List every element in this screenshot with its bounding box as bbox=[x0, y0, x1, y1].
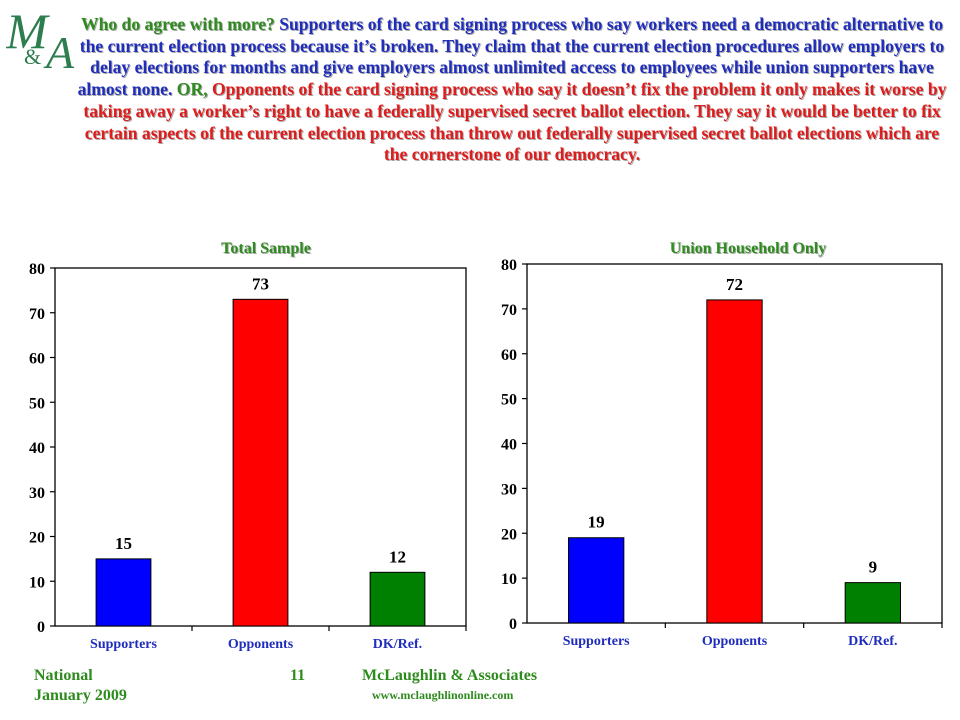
footer-company: McLaughlin & Associates bbox=[362, 667, 538, 684]
y-tick-label: 50 bbox=[501, 392, 517, 409]
y-tick-label: 40 bbox=[501, 437, 517, 454]
question-intro: Who do agree with more? bbox=[80, 14, 280, 34]
logo: M A & bbox=[5, 2, 86, 78]
data-label: 73 bbox=[252, 274, 269, 293]
survey-question: Who do agree with more? Supporters of th… bbox=[74, 14, 950, 166]
y-tick-label: 60 bbox=[501, 347, 517, 364]
footer-scope: National January 2009 bbox=[34, 666, 127, 706]
y-tick-label: 20 bbox=[29, 530, 45, 547]
chart-total-sample: 0 10 20 30 40 50 60 70 80 15 Supporters 73 Opponents… bbox=[29, 261, 467, 652]
y-tick-label: 60 bbox=[29, 351, 45, 368]
data-label: 15 bbox=[115, 534, 132, 553]
bar-supporters bbox=[568, 537, 625, 624]
question-option-opponents: Opponents of the card signing process wh… bbox=[83, 79, 947, 165]
svg-text:&: & bbox=[24, 44, 41, 69]
y-tick-label: 40 bbox=[29, 440, 45, 457]
y-tick-label: 30 bbox=[501, 481, 517, 498]
y-tick-label: 50 bbox=[29, 395, 45, 412]
x-tick-label: Opponents bbox=[702, 634, 768, 649]
chart-title-total-sample: Total Sample bbox=[221, 240, 311, 257]
y-tick-label: 30 bbox=[29, 485, 45, 502]
chart-union-household: 0 10 20 30 40 50 60 70 80 19 Supporters 72 Opponents… bbox=[501, 257, 943, 649]
data-label: 72 bbox=[726, 275, 743, 294]
bar-dk-ref- bbox=[369, 571, 426, 627]
y-tick-label: 70 bbox=[501, 302, 517, 319]
x-tick-label: Opponents bbox=[228, 637, 294, 652]
y-tick-label: 10 bbox=[29, 574, 45, 591]
question-option-supporters: Supporters of the card signing process w… bbox=[77, 14, 945, 100]
svg-text:M: M bbox=[6, 3, 50, 59]
x-tick-label: DK/Ref. bbox=[848, 634, 897, 649]
x-tick-label: DK/Ref. bbox=[373, 637, 422, 652]
data-label: 12 bbox=[389, 547, 406, 566]
y-tick-label: 80 bbox=[501, 257, 517, 274]
footer-sample-label: National bbox=[34, 667, 93, 684]
bar-supporters bbox=[95, 558, 152, 627]
y-tick-label: 20 bbox=[501, 526, 517, 543]
bar-opponents bbox=[706, 299, 763, 624]
x-tick-label: Supporters bbox=[563, 634, 630, 649]
footer-website: www.mclaughlinonline.com bbox=[372, 688, 514, 702]
bar-opponents bbox=[232, 298, 289, 627]
x-tick-label: Supporters bbox=[90, 637, 157, 652]
bar-dk-ref- bbox=[844, 582, 902, 624]
y-tick-label: 10 bbox=[501, 571, 517, 588]
question-or: OR, bbox=[172, 79, 212, 100]
data-label: 9 bbox=[869, 558, 878, 577]
y-tick-label: 70 bbox=[29, 306, 45, 323]
svg-text:A: A bbox=[43, 27, 75, 72]
page-number: 11 bbox=[290, 667, 306, 684]
y-tick-label: 0 bbox=[37, 619, 45, 636]
y-tick-label: 80 bbox=[29, 261, 45, 278]
chart-title-union-household: Union Household Only bbox=[669, 240, 827, 257]
data-label: 19 bbox=[588, 513, 605, 532]
y-tick-label: 0 bbox=[509, 616, 517, 633]
footer-date: January 2009 bbox=[34, 687, 127, 704]
